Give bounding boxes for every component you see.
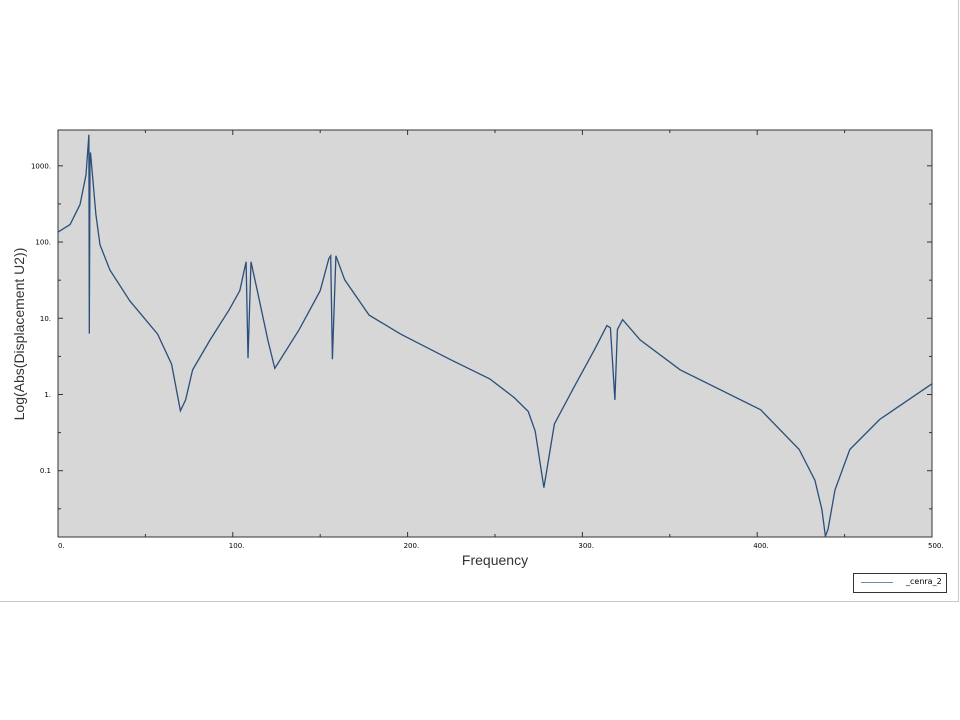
legend: _cenra_2 — [853, 573, 947, 593]
y-tick-label: 10. — [40, 315, 51, 323]
legend-label: _cenra_2 — [906, 577, 942, 586]
y-tick-label: 0.1 — [40, 467, 51, 475]
x-tick-label: 0. — [58, 542, 65, 550]
x-tick-label: 200. — [404, 542, 420, 550]
plot-area — [57, 129, 933, 538]
x-axis-label: Frequency — [462, 552, 528, 568]
y-tick-label: 100. — [35, 239, 51, 247]
x-tick-label: 500. — [928, 542, 944, 550]
y-axis-label: Log(Abs(Displacement U2)) — [11, 248, 27, 421]
x-tick-label: 100. — [229, 542, 245, 550]
y-tick-label: 1000. — [31, 162, 51, 170]
series-line — [57, 134, 933, 537]
legend-swatch — [861, 582, 893, 583]
x-tick-label: 300. — [578, 542, 594, 550]
y-tick-label: 1. — [44, 391, 51, 399]
x-tick-label: 400. — [753, 542, 769, 550]
figure-frame — [0, 0, 959, 602]
